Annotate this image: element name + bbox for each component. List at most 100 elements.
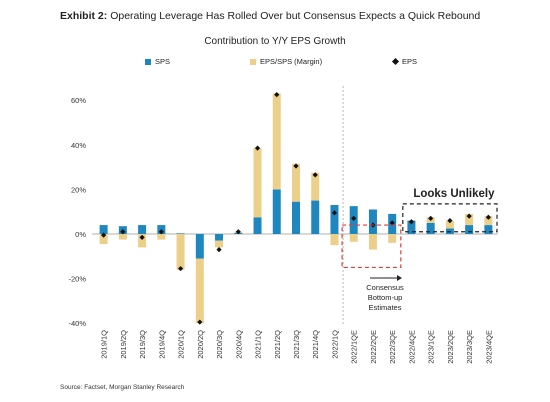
bar-margin <box>138 234 147 248</box>
bar-sps <box>311 200 320 234</box>
y-tick-label: -40% <box>68 319 86 328</box>
bar-sps <box>195 234 204 259</box>
annotation-looks-unlikely: Looks Unlikely <box>413 188 495 200</box>
eps-marker <box>101 232 107 238</box>
x-tick-label: 2020/4Q <box>234 330 243 359</box>
bar-margin <box>388 234 397 243</box>
x-tick-label: 2023/3QE <box>465 330 474 364</box>
arrow-head <box>397 275 402 281</box>
eps-marker <box>216 247 222 253</box>
x-tick-label: 2020/3Q <box>215 330 224 359</box>
y-tick-label: 20% <box>71 185 86 194</box>
bar-margin <box>272 93 281 190</box>
bar-margin <box>195 258 204 324</box>
bar-sps <box>253 217 262 234</box>
y-tick-label: 0% <box>75 230 86 239</box>
annotation-consensus-line: Estimates <box>369 303 402 312</box>
bar-margin <box>292 163 300 202</box>
eps-marker <box>428 215 434 221</box>
exhibit-label: Exhibit 2: <box>60 10 108 22</box>
legend-label-eps: EPS <box>402 57 418 66</box>
eps-marker <box>485 214 491 220</box>
x-tick-label: 2022/1QE <box>350 330 359 364</box>
legend-item-margin: EPS/SPS (Margin) <box>250 57 322 66</box>
x-tick-label: 2019/2Q <box>119 330 128 359</box>
bar-margin <box>330 234 339 246</box>
eps-marker <box>351 215 357 221</box>
chart-title: Contribution to Y/Y EPS Growth <box>204 36 346 47</box>
eps-marker <box>235 229 241 235</box>
eps-marker <box>120 229 126 235</box>
x-tick-label: 2021/4Q <box>311 330 320 359</box>
x-tick-label: 2022/1Q <box>330 330 339 359</box>
x-tick-label: 2019/1Q <box>100 330 109 359</box>
eps-marker <box>177 265 184 272</box>
bar-sps <box>407 220 416 234</box>
y-tick-label: 40% <box>71 141 86 150</box>
legend-label-sps: SPS <box>155 57 171 66</box>
eps-marker <box>274 92 280 98</box>
bar-sps <box>330 205 339 234</box>
eps-marker <box>293 163 299 169</box>
x-tick-label: 2022/4QE <box>407 330 416 364</box>
bar-margin <box>157 234 166 240</box>
bar-sps <box>99 225 108 234</box>
eps-marker <box>254 145 261 151</box>
bar-margin <box>349 234 358 242</box>
bar-margin <box>215 240 224 248</box>
x-tick-label: 2023/1QE <box>427 330 436 364</box>
x-tick-label: 2021/2Q <box>273 330 282 359</box>
x-tick-label: 2022/3QE <box>388 330 397 364</box>
bar-margin <box>99 234 108 245</box>
black-dashed-box <box>402 203 498 233</box>
x-tick-label: 2023/2QE <box>446 330 455 364</box>
eps-marker <box>312 172 318 178</box>
eps-marker <box>466 213 472 219</box>
y-tick-label: 60% <box>71 96 86 105</box>
eps-marker <box>389 220 395 226</box>
eps-marker <box>158 229 164 235</box>
legend-item-sps: SPS <box>145 57 170 66</box>
x-tick-label: 2022/2QE <box>369 330 378 364</box>
annotation-consensus-line: Bottom-up <box>368 293 403 302</box>
y-tick-label: -20% <box>68 275 86 284</box>
eps-marker <box>331 210 338 216</box>
bar-margin <box>445 220 454 229</box>
bar-margin <box>484 216 493 226</box>
bar-margin <box>368 234 377 250</box>
bar-sps <box>138 225 147 234</box>
bar-sps <box>272 189 281 234</box>
bar-margin <box>311 172 320 201</box>
x-tick-label: 2021/1Q <box>254 330 263 359</box>
eps-marker <box>447 218 453 224</box>
eps-marker <box>139 234 145 240</box>
x-tick-label: 2020/2Q <box>196 330 205 359</box>
annotation-consensus-line: Consensus <box>366 283 404 292</box>
bar-margin <box>176 234 185 270</box>
source-note: Source: Factset, Morgan Stanley Research <box>60 384 185 391</box>
exhibit-header: Exhibit 2: Operating Leverage Has Rolled… <box>60 10 480 22</box>
exhibit-title: Operating Leverage Has Rolled Over but C… <box>110 10 481 22</box>
legend-swatch-margin <box>250 58 256 65</box>
bar-sps <box>484 225 493 234</box>
bar-margin <box>253 148 262 218</box>
eps-marker <box>197 319 203 325</box>
bar-sps <box>176 233 185 234</box>
bar-sps <box>465 225 474 234</box>
x-tick-label: 2019/4Q <box>157 330 166 359</box>
eps-marker <box>408 219 415 225</box>
x-tick-label: 2020/1Q <box>177 330 186 359</box>
bar-margin <box>118 234 127 240</box>
bar-sps <box>215 234 224 241</box>
legend-label-margin: EPS/SPS (Margin) <box>260 57 323 66</box>
legend-swatch-sps <box>145 58 151 65</box>
bar-sps <box>292 201 300 234</box>
red-dashed-box <box>341 224 402 269</box>
bar-sps <box>368 209 377 234</box>
x-tick-label: 2021/3Q <box>292 330 301 359</box>
bar-sps <box>426 222 435 234</box>
legend-item-eps: EPS <box>391 57 418 66</box>
x-tick-label: 2023/4QE <box>484 330 493 364</box>
bar-margin <box>465 213 474 226</box>
